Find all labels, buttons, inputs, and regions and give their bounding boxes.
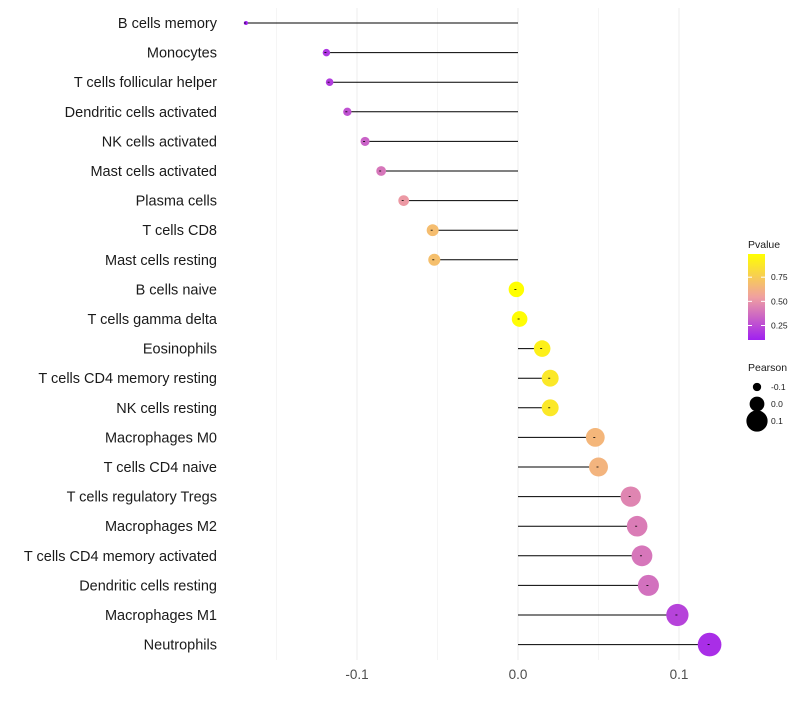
category-label: Macrophages M1 [105, 608, 217, 624]
category-label: Mast cells resting [105, 253, 217, 269]
x-tick-label: 0.1 [670, 667, 689, 682]
color-legend-ticks: 0.25 0.50 0.75 [748, 272, 788, 331]
category-label: NK cells resting [116, 401, 217, 417]
category-label: T cells CD8 [142, 223, 217, 239]
category-label: Dendritic cells resting [79, 578, 217, 594]
data-point [620, 486, 641, 507]
category-label: T cells follicular helper [74, 75, 217, 91]
category-label: Neutrophils [144, 638, 217, 654]
size-legend-key [752, 382, 762, 392]
color-legend-tick-label: 0.25 [771, 321, 788, 331]
grid-layer [276, 8, 680, 660]
category-label-layer: B cells memory Monocytes T cells follicula… [24, 16, 218, 654]
color-legend-tick-label: 0.50 [771, 296, 788, 306]
size-legend-label: 0.1 [771, 416, 783, 426]
category-label: T cells gamma delta [88, 312, 218, 328]
size-legend-label: 0.0 [771, 399, 783, 409]
category-label: Monocytes [147, 46, 217, 62]
category-label: B cells memory [118, 16, 218, 32]
category-label: Macrophages M0 [105, 430, 217, 446]
x-tick-label: -0.1 [345, 667, 368, 682]
category-label: T cells CD4 memory activated [24, 549, 217, 565]
category-label: B cells naive [136, 282, 217, 298]
size-legend-title: Pearson [748, 362, 787, 374]
size-legend-key [749, 396, 765, 412]
size-legend-label: -0.1 [771, 382, 786, 392]
size-legend-keys: -0.1 0.0 0.1 [746, 382, 786, 432]
x-tick-label: 0.0 [509, 667, 528, 682]
category-label: Plasma cells [136, 194, 217, 210]
category-label: Macrophages M2 [105, 519, 217, 535]
category-label: T cells CD4 naive [104, 460, 217, 476]
category-label: Dendritic cells activated [65, 105, 217, 121]
category-label: Eosinophils [143, 342, 217, 358]
category-label: T cells regulatory Tregs [67, 490, 217, 506]
category-label: T cells CD4 memory resting [38, 371, 217, 387]
size-legend-key [746, 410, 768, 432]
dot-layer [243, 20, 722, 657]
category-label: NK cells activated [102, 134, 217, 150]
color-legend-tick-label: 0.75 [771, 272, 788, 282]
color-legend-bar [748, 254, 765, 340]
category-label: Mast cells activated [90, 164, 217, 180]
legend: Pvalue 0.25 0.50 0.75 Pearson -0.1 0.0 0.1 [746, 239, 788, 432]
stem-layer [245, 22, 710, 646]
x-tick-layer: -0.1 0.0 0.1 [345, 667, 688, 682]
color-legend-title: Pvalue [748, 239, 780, 251]
